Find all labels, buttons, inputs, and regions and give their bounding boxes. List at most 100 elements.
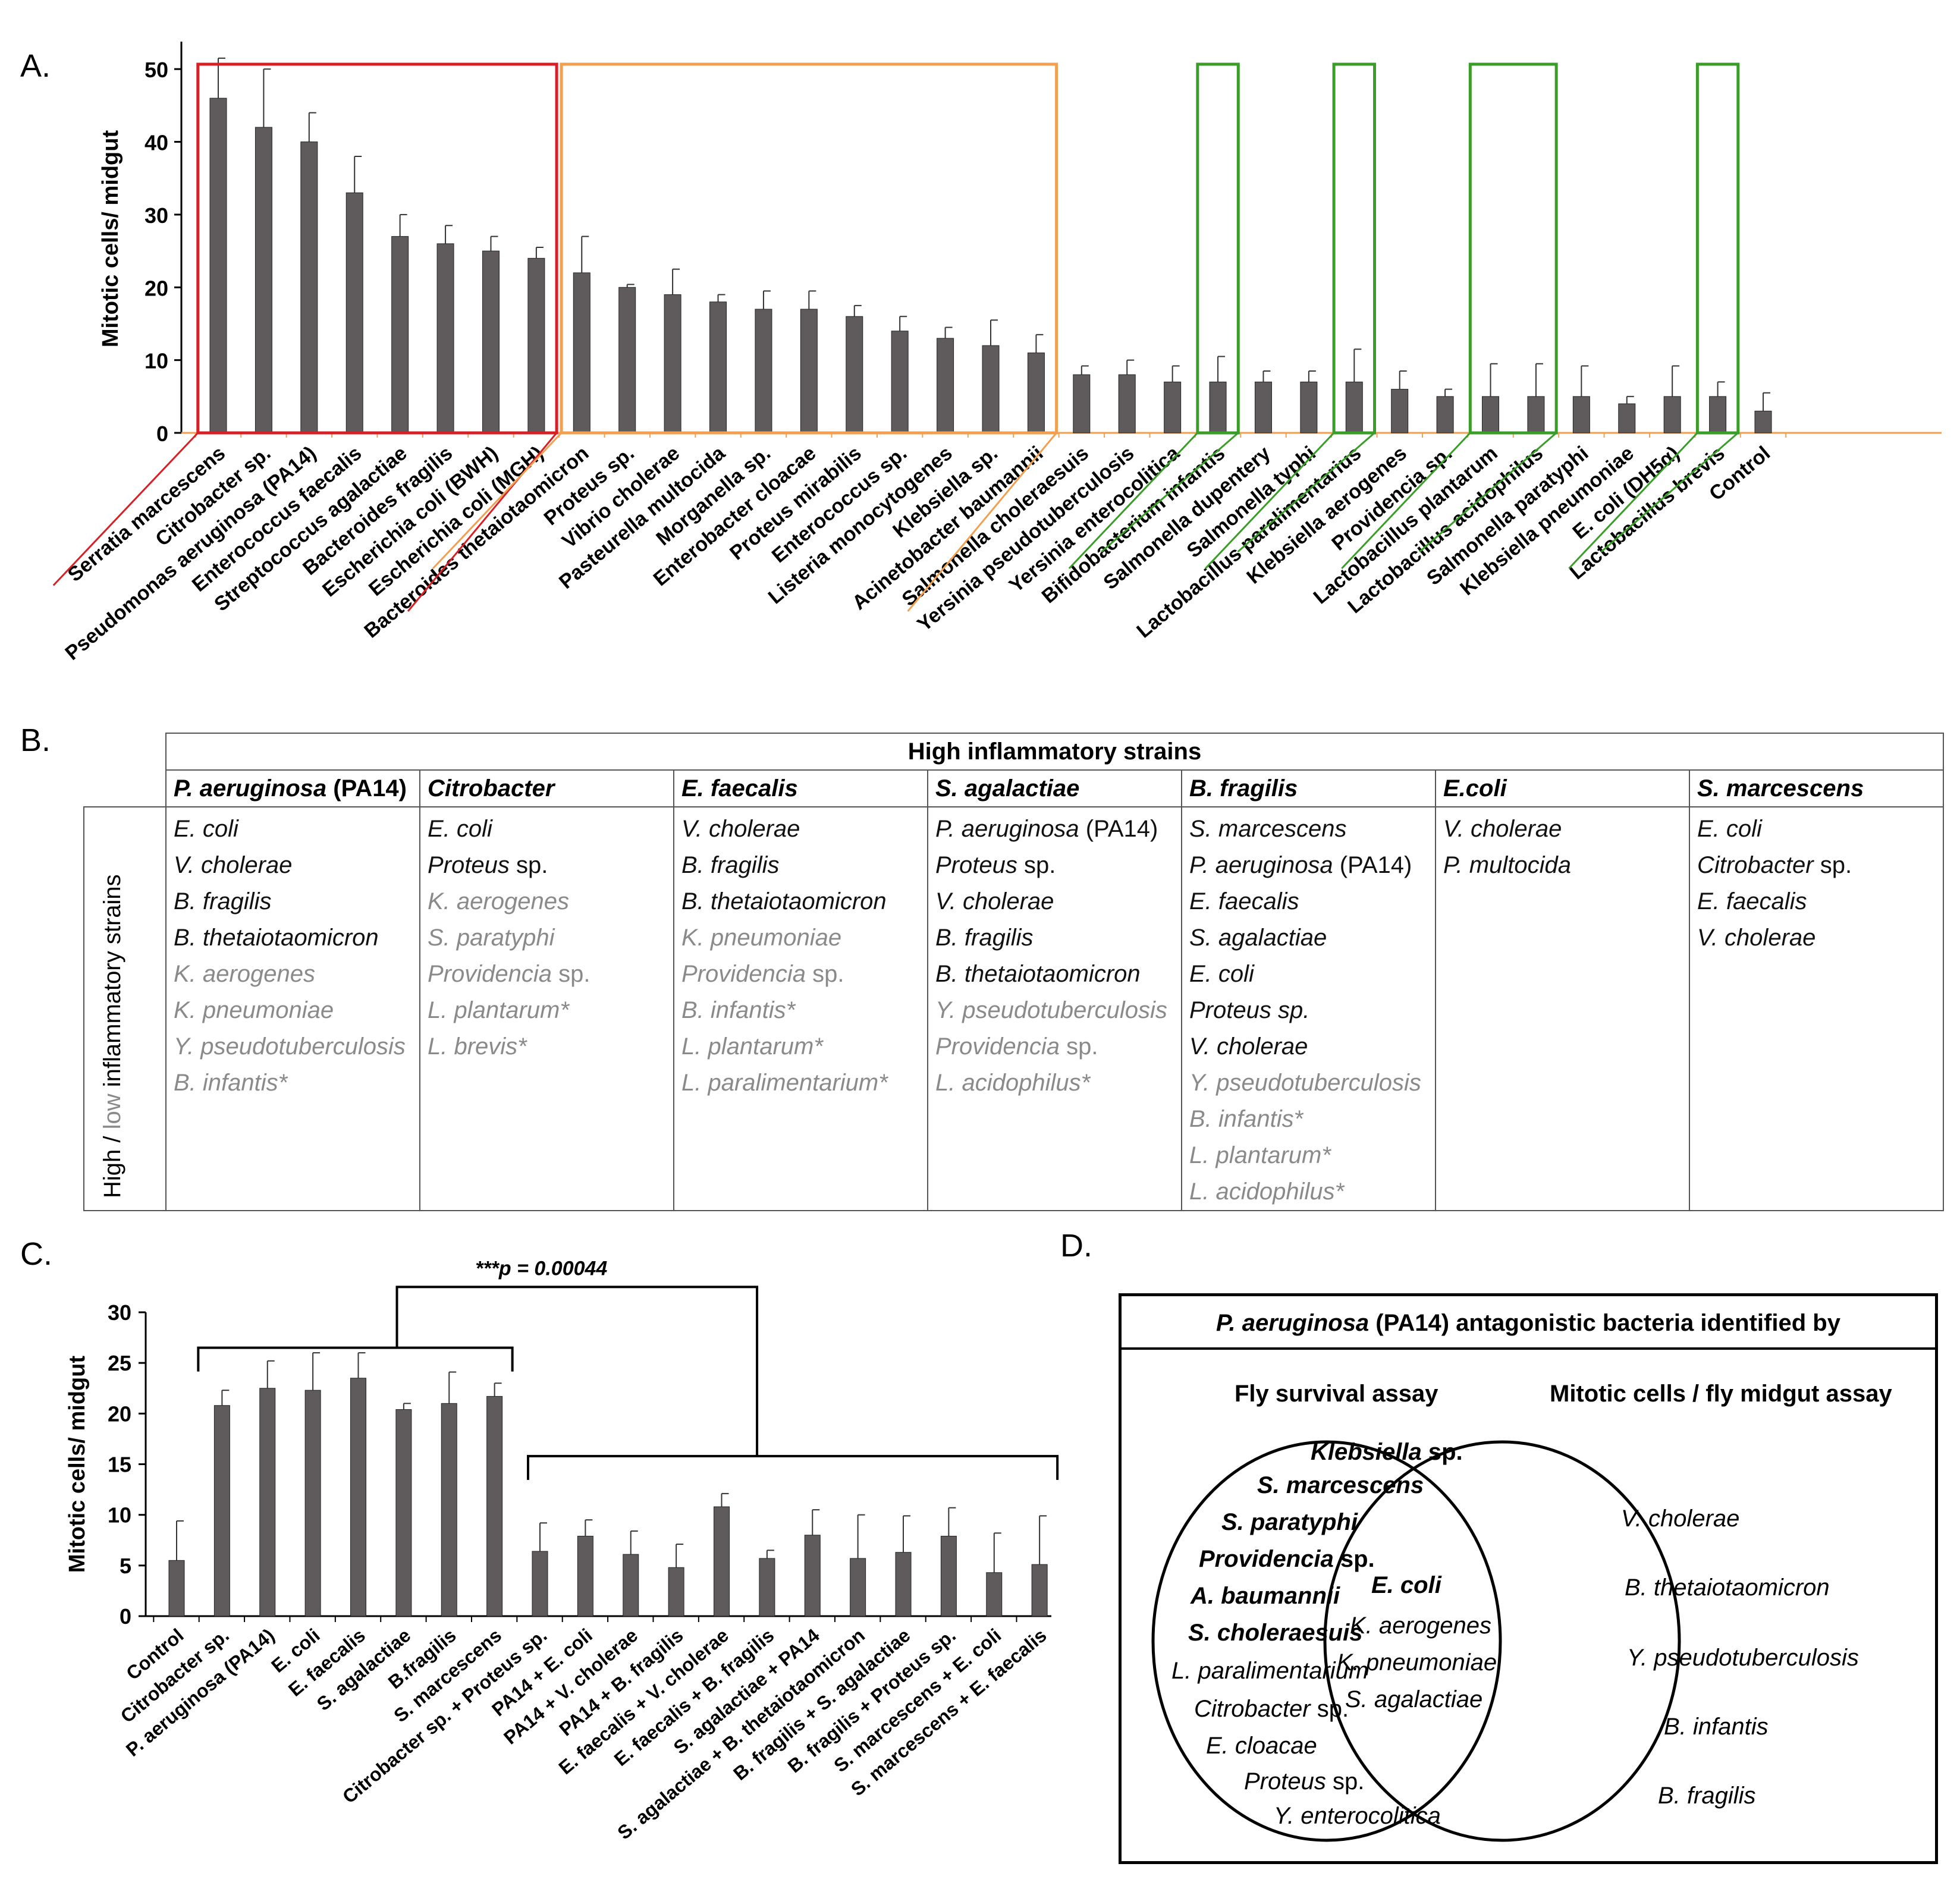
- table-b-strain: S. agalactiae: [1189, 920, 1435, 956]
- table-b-column-cell: V. cholerae P. multocida: [1435, 806, 1690, 1211]
- strain-name: S. paratyphi: [428, 925, 555, 951]
- bar: [1618, 403, 1636, 433]
- bar: [800, 309, 818, 433]
- strain-name: L. paralimentarium*: [681, 1070, 888, 1096]
- bar: [618, 287, 636, 433]
- bar: [1527, 396, 1545, 433]
- strain-name: P. aeruginosa: [1189, 852, 1333, 878]
- venn-left-e-cloacae: E. cloacae: [1206, 1733, 1317, 1759]
- strain-name: K. pneumoniae: [681, 925, 842, 951]
- table-b-strain: E. coli: [428, 811, 673, 847]
- table-b-side-label-cell: High / low inflammatory strains: [83, 806, 167, 1211]
- table-b-strain: B. thetaiotaomicron: [935, 956, 1181, 992]
- strain-name: B. infantis*: [681, 997, 796, 1023]
- c-y-axis-label: Mitotic cells/ midgut: [65, 1356, 90, 1573]
- bar: [1709, 396, 1727, 433]
- c-bar: [577, 1535, 593, 1617]
- table-b-strain: P. aeruginosa (PA14): [1189, 847, 1435, 884]
- bar: [1164, 381, 1182, 433]
- c-bracket-combos: [527, 1454, 1059, 1480]
- c-bar: [759, 1558, 775, 1617]
- strain-name: L. plantarum*: [1189, 1142, 1331, 1168]
- table-b-strain: L. plantarum*: [681, 1029, 927, 1065]
- y-tick-label: 0: [156, 422, 168, 446]
- table-b-column-header: E. faecalis: [673, 769, 928, 807]
- table-b-strain: V. cholerae: [935, 884, 1181, 920]
- group-connector-green: [1068, 432, 1198, 570]
- table-b-strain: V. cholerae: [1189, 1029, 1435, 1065]
- strain-name: Proteus: [935, 852, 1017, 878]
- group-box-green: [1332, 62, 1376, 435]
- table-b-strain: V. cholerae: [1697, 920, 1943, 956]
- y-tick-label: 50: [145, 58, 168, 82]
- table-b-column-cell: E. coli Proteus sp. K. aerogenes S. paratyp…: [419, 806, 674, 1211]
- venn-left-l-paralimentarium: L. paralimentarium: [1171, 1658, 1369, 1684]
- y-tick-label: 40: [145, 131, 168, 155]
- strain-name: E. coli: [174, 816, 238, 842]
- y-tick-label: 20: [145, 276, 168, 300]
- bar: [937, 338, 954, 433]
- column-header-plain: (PA14): [326, 775, 407, 802]
- table-b-strain: B. infantis*: [681, 992, 927, 1029]
- table-b-column-cell: E. coli Citrobacter sp. E. faecalis V. chol…: [1689, 806, 1944, 1211]
- column-header-italic: S. marcescens: [1697, 775, 1864, 802]
- table-b-strain: V. cholerae: [174, 847, 419, 884]
- bar: [255, 127, 272, 433]
- strain-name: L. plantarum*: [681, 1033, 823, 1060]
- c-y-tick-label: 15: [108, 1453, 131, 1477]
- bar: [1663, 396, 1681, 433]
- strain-name: B. thetaiotaomicron: [681, 888, 887, 914]
- table-b-strain: B. fragilis: [681, 847, 927, 884]
- table-b-strain: L. paralimentarium*: [681, 1065, 927, 1101]
- c-bar: [304, 1390, 321, 1617]
- table-b-column-header: Citrobacter: [419, 769, 674, 807]
- group-connector-green: [1600, 432, 1739, 553]
- table-b-strain: L. plantarum*: [1189, 1137, 1435, 1174]
- strain-name: Proteus sp.: [1189, 997, 1310, 1023]
- table-b-strain: B. thetaiotaomicron: [681, 884, 927, 920]
- strain-name: Providencia: [681, 961, 806, 987]
- bar: [1300, 381, 1318, 433]
- table-b-column-header: B. fragilis: [1181, 769, 1436, 807]
- panel-a-label: A.: [20, 48, 51, 84]
- strain-name: P. multocida: [1443, 852, 1571, 878]
- bar: [982, 345, 1000, 433]
- strain-name: B. infantis*: [1189, 1106, 1303, 1132]
- strain-name: B. fragilis: [681, 852, 780, 878]
- venn-right-title: Mitotic cells / fly midgut assay: [1550, 1381, 1892, 1407]
- strain-name: V. cholerae: [1443, 816, 1562, 842]
- strain-name: B. fragilis: [174, 888, 272, 914]
- strain-name: B. thetaiotaomicron: [174, 925, 379, 951]
- bar: [1572, 396, 1590, 433]
- group-connector-green: [1204, 432, 1335, 570]
- bar: [1118, 374, 1136, 433]
- table-b-column-cell: E. coli V. cholerae B. fragilis B. thetaiot…: [165, 806, 420, 1211]
- group-connector-red: [52, 432, 199, 586]
- bar: [846, 316, 863, 433]
- venn-left-proteus: Proteus sp.: [1244, 1768, 1365, 1795]
- group-box-red: [196, 62, 558, 435]
- group-connector-orange: [432, 432, 563, 570]
- table-b: High inflammatory strains P. aeruginosa …: [83, 733, 1944, 1211]
- strain-name: B. thetaiotaomicron: [935, 961, 1141, 987]
- table-b-column-header: S. agalactiae: [927, 769, 1182, 807]
- venn-left-citrobacter: Citrobacter sp.: [1194, 1696, 1349, 1722]
- column-header-italic: S. agalactiae: [935, 775, 1080, 802]
- venn-left-s-marcescens: S. marcescens: [1257, 1472, 1424, 1498]
- strain-name: L. brevis*: [428, 1033, 527, 1060]
- c-bar: [850, 1558, 866, 1617]
- c-bar: [986, 1572, 1003, 1617]
- strain-name: K. aerogenes: [174, 961, 315, 987]
- table-b-strain: B. fragilis: [935, 920, 1181, 956]
- strain-name: E. coli: [1697, 816, 1762, 842]
- venn-circle-left-main: [1151, 1440, 1502, 1842]
- column-header-italic: E. faecalis: [681, 775, 798, 802]
- c-bar: [714, 1506, 730, 1617]
- c-p-value-annotation: ***p = 0.00044: [475, 1257, 607, 1280]
- table-b-strain: E. coli: [1697, 811, 1943, 847]
- bar: [1482, 396, 1500, 433]
- c-bar: [259, 1388, 276, 1617]
- strain-name: B. fragilis: [935, 925, 1034, 951]
